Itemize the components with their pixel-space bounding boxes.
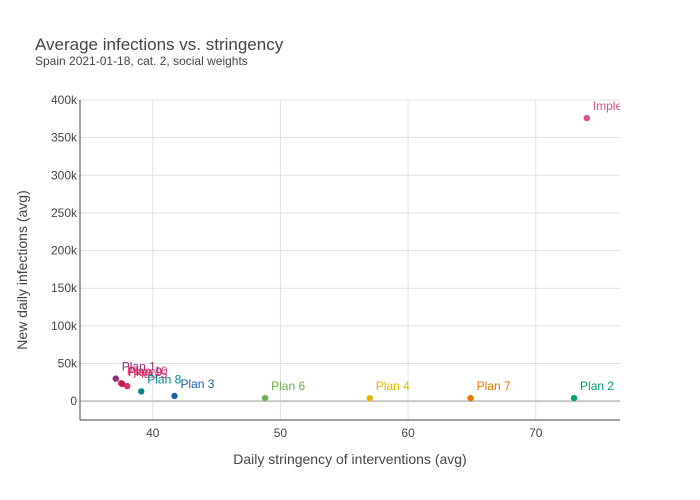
y-tick-label: 0 [70,394,77,408]
y-tick-label: 100k [51,319,78,333]
point-plan-2[interactable] [570,394,578,402]
point-label-plan-10: Plan 10 [127,364,168,378]
point-label-implemented: Implemented [593,99,662,113]
y-tick-label: 350k [51,131,78,145]
point-label-plan-2: Plan 2 [580,379,614,393]
y-tick-label: 300k [51,168,78,182]
point-label-plan-8: Plan 8 [147,372,181,386]
point-label-plan-4: Plan 4 [376,379,410,393]
point-label-plan-1: Plan 1 [122,360,156,374]
x-axis-title: Daily stringency of interventions (avg) [233,451,466,467]
point-plan-7[interactable] [467,394,474,402]
y-tick-label: 50k [58,357,78,371]
point-label-plan-5: Plan 5 [133,367,167,381]
point-label-plan-6: Plan 6 [271,379,305,393]
point-plan-8[interactable] [138,388,145,395]
point-plan-3[interactable] [171,392,178,400]
axes: 40 50 60 70 0 50k 100k 150k 200k 250k 300k 350k 400k [51,93,620,440]
point-label-plan-9: Plan 9 [128,365,162,379]
data-points [112,114,591,402]
y-axis-title: New daily infections (avg) [14,190,30,350]
y-tick-label: 150k [51,281,78,295]
y-tick-label: 250k [51,206,78,220]
x-tick-label: 50 [274,426,288,440]
point-plan-4[interactable] [366,394,373,402]
grid-lines [80,99,620,420]
y-tick-label: 400k [51,93,78,107]
point-label-plan-7: Plan 7 [477,379,511,393]
point-plan-1[interactable] [112,375,119,382]
point-label-plan-3: Plan 3 [180,377,214,391]
y-tick-label: 200k [51,244,78,258]
point-implemented[interactable] [583,114,591,122]
x-tick-label: 40 [146,426,160,440]
point-plan-9[interactable] [118,380,126,388]
point-plan-5[interactable] [124,382,131,390]
point-plan-6[interactable] [261,394,269,402]
chart-subtitle: Spain 2021-01-18, cat. 2, social weights [35,54,248,68]
chart-title: Average infections vs. stringency [35,35,284,54]
x-tick-label: 60 [401,426,415,440]
x-tick-label: 70 [529,426,543,440]
